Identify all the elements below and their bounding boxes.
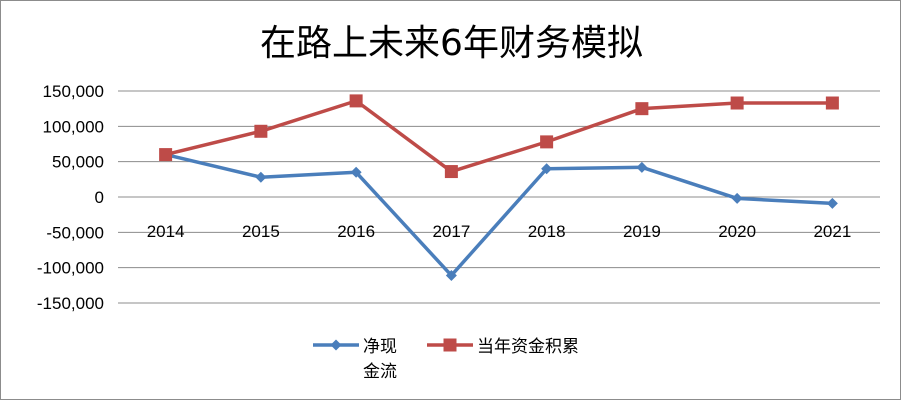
- legend-label: 当年资金积累: [477, 337, 579, 357]
- data-point: [635, 102, 649, 116]
- legend-item-2: 当年资金积累: [427, 337, 579, 357]
- x-tick-label: 2021: [813, 222, 851, 241]
- data-point: [541, 163, 553, 175]
- grid-lines: [118, 90, 880, 304]
- y-tick-label: 50,000: [52, 153, 104, 172]
- x-axis-tick-labels: 2014 2015 2016 2017 2018 2019 2020 2021: [147, 222, 852, 241]
- y-tick-label: -150,000: [37, 294, 104, 313]
- data-point: [444, 165, 458, 179]
- data-point: [255, 171, 267, 183]
- x-tick-label: 2019: [623, 222, 661, 241]
- y-axis-tick-labels: 150,000 100,000 50,000 0 -50,000 -100,000 -150…: [37, 82, 104, 313]
- data-point: [540, 135, 554, 149]
- series-group: [159, 94, 839, 281]
- data-point: [254, 124, 268, 138]
- data-point: [731, 192, 743, 204]
- data-point: [826, 197, 838, 209]
- data-point: [730, 96, 744, 110]
- data-point: [825, 96, 839, 110]
- legend-marker: [330, 339, 342, 351]
- y-tick-label: 0: [95, 188, 104, 207]
- y-tick-label: -100,000: [37, 259, 104, 278]
- data-point: [350, 166, 362, 178]
- legend-label: 净现: [363, 337, 397, 357]
- chart-title: 在路上未来6年财务模拟: [260, 23, 643, 64]
- legend-marker: [443, 338, 457, 352]
- series-line: [165, 152, 833, 278]
- legend-label: 金流: [363, 362, 397, 382]
- x-tick-label: 2014: [147, 222, 185, 241]
- data-point: [159, 148, 173, 162]
- x-tick-label: 2016: [337, 222, 375, 241]
- series-1: [160, 149, 838, 281]
- data-point: [636, 161, 648, 173]
- y-tick-label: -50,000: [46, 223, 104, 242]
- data-point: [349, 94, 363, 108]
- x-tick-label: 2015: [242, 222, 280, 241]
- y-tick-label: 100,000: [43, 117, 104, 136]
- data-point: [445, 269, 457, 281]
- y-tick-label: 150,000: [43, 82, 104, 101]
- series-line: [165, 99, 833, 174]
- series-2: [159, 94, 839, 179]
- x-tick-label: 2018: [528, 222, 566, 241]
- x-tick-label: 2017: [432, 222, 470, 241]
- x-tick-label: 2020: [718, 222, 756, 241]
